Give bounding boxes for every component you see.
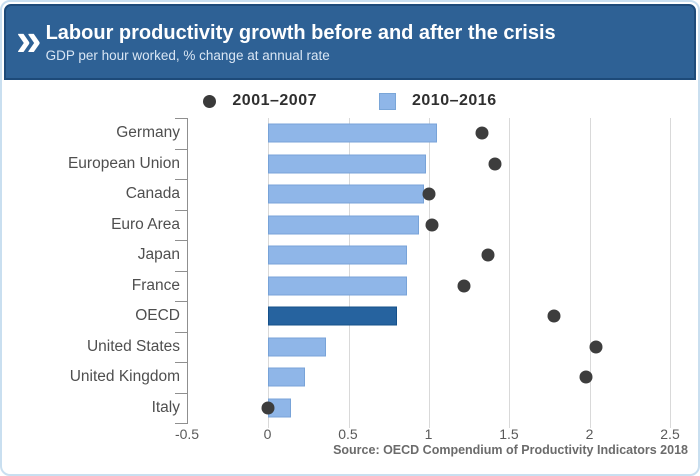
- gridline-1: [429, 118, 430, 428]
- legend-dot-marker-icon: [203, 94, 217, 108]
- x-tick-label-2.5: 2.5: [660, 426, 680, 442]
- bar-2010-2016-oecd: [268, 306, 397, 326]
- legend-label: 2001–2007: [232, 92, 317, 109]
- y-axis-tick: [175, 423, 188, 424]
- y-axis-tick: [175, 270, 188, 272]
- category-label-canada: Canada: [125, 185, 180, 203]
- x-tick-label-0.5: 0.5: [338, 426, 358, 442]
- dot-2001-2007-france: [457, 279, 471, 293]
- dot-2001-2007-euro-area: [425, 218, 439, 232]
- gridline-2: [589, 118, 591, 428]
- category-label-european-union: European Union: [67, 154, 180, 172]
- y-axis-tick: [175, 362, 188, 363]
- category-label-japan: Japan: [137, 246, 180, 264]
- bar-2010-2016-euro-area: [268, 215, 420, 235]
- y-axis-tick: [175, 148, 188, 150]
- dot-2001-2007-european-union: [488, 157, 502, 171]
- legend-bar-marker-icon: [379, 92, 396, 110]
- dot-2001-2007-germany: [475, 126, 489, 140]
- dot-2001-2007-japan: [481, 248, 495, 262]
- header-titles: Labour productivity growth before and af…: [46, 22, 556, 63]
- bar-2010-2016-united-states: [268, 337, 327, 357]
- bar-2010-2016-canada: [268, 184, 425, 204]
- y-axis-tick: [175, 331, 188, 333]
- legend: 2001–2007 2010–2016: [2, 88, 698, 114]
- category-labels: Germany European Union Canada Euro Area Japa…: [2, 118, 180, 423]
- category-label-germany: Germany: [116, 124, 180, 142]
- bar-2010-2016-germany: [268, 123, 438, 143]
- y-axis-tick: [175, 240, 188, 241]
- y-axis-tick: [175, 301, 188, 302]
- gridline-0.5: [348, 118, 350, 428]
- bar-2010-2016-japan: [268, 245, 407, 265]
- legend-item-bars: 2010–2016: [379, 92, 497, 110]
- plot-area: [175, 118, 671, 428]
- category-label-france: France: [131, 276, 180, 294]
- x-axis: -0.5 0 0.5 1 1.5 2 2.5: [175, 426, 680, 444]
- bar-2010-2016-united-kingdom: [268, 367, 306, 387]
- dot-2001-2007-oecd: [547, 309, 561, 323]
- y-axis-tick: [175, 118, 188, 119]
- chart-area: Germany European Union Canada Euro Area Japa…: [2, 118, 698, 428]
- category-label-italy: Italy: [151, 398, 180, 416]
- x-tick-label--0.5: -0.5: [174, 426, 200, 442]
- legend-item-dots: 2001–2007: [203, 92, 317, 110]
- x-tick-label-2: 2: [585, 426, 594, 442]
- y-axis-tick: [175, 179, 188, 180]
- legend-label: 2010–2016: [412, 92, 497, 109]
- category-label-united-kingdom: United Kingdom: [69, 368, 180, 386]
- category-label-euro-area: Euro Area: [111, 215, 180, 233]
- source-note: Source: OECD Compendium of Productivity …: [333, 443, 688, 457]
- chart-header: » Labour productivity growth before and …: [4, 4, 696, 80]
- chart-subtitle: GDP per hour worked, % change at annual …: [45, 47, 330, 63]
- dot-2001-2007-united-states: [589, 340, 603, 354]
- gridline-0: [268, 118, 270, 428]
- dot-2001-2007-canada: [422, 187, 436, 201]
- dot-2001-2007-italy: [261, 401, 275, 415]
- gridline-2.5: [670, 118, 671, 428]
- dot-2001-2007-united-kingdom: [579, 370, 593, 384]
- y-axis-tick: [175, 392, 188, 394]
- y-axis-tick: [175, 209, 188, 211]
- category-label-united-states: United States: [86, 337, 180, 355]
- x-tick-label-0: 0: [263, 426, 272, 442]
- x-tick-label-1.5: 1.5: [499, 426, 519, 442]
- bar-2010-2016-european-union: [268, 154, 426, 174]
- chart-title: Labour productivity growth before and af…: [45, 21, 556, 44]
- gridline-1.5: [509, 118, 511, 428]
- oecd-chevrons-icon: »: [16, 13, 42, 65]
- category-label-oecd: OECD: [135, 307, 180, 325]
- x-tick-label-1: 1: [424, 426, 433, 442]
- bar-2010-2016-france: [268, 276, 407, 296]
